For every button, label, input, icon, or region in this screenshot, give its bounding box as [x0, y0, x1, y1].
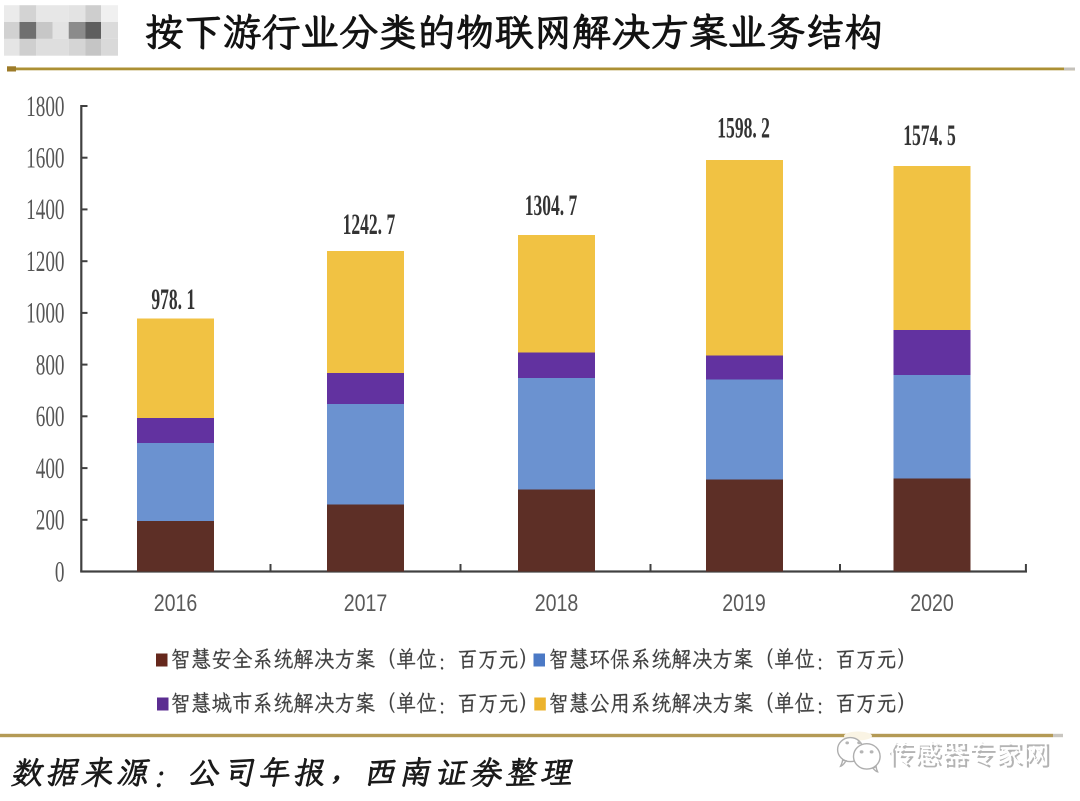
svg-text:0: 0	[55, 556, 65, 588]
svg-text:1000: 1000	[26, 298, 64, 330]
svg-text:1598. 2: 1598. 2	[717, 112, 770, 145]
svg-text:1574. 5: 1574. 5	[903, 119, 956, 152]
svg-text:978. 1: 978. 1	[151, 283, 195, 316]
svg-text:1600: 1600	[26, 143, 64, 175]
svg-text:200: 200	[36, 505, 65, 537]
svg-text:1200: 1200	[26, 246, 64, 278]
svg-text:1242. 7: 1242. 7	[343, 208, 396, 241]
svg-text:800: 800	[36, 349, 65, 381]
svg-text:1800: 1800	[26, 91, 64, 123]
svg-text:2017: 2017	[344, 589, 388, 617]
svg-text:1400: 1400	[26, 194, 64, 226]
svg-text:2020: 2020	[910, 589, 954, 617]
svg-text:2018: 2018	[535, 589, 579, 617]
svg-text:2016: 2016	[154, 589, 198, 617]
svg-text:2019: 2019	[722, 589, 766, 617]
svg-text:600: 600	[36, 401, 65, 433]
svg-text:400: 400	[36, 453, 65, 485]
svg-text:1304. 7: 1304. 7	[525, 189, 578, 222]
